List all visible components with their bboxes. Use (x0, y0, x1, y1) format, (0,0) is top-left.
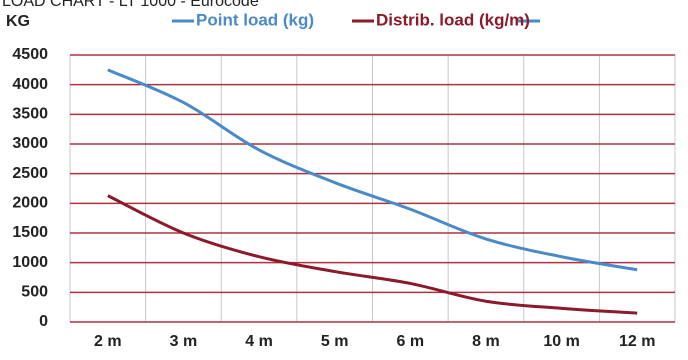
x-tick-label: 10 m (543, 333, 579, 350)
chart-title: LOAD CHART - LT 1000 - Eurocode (2, 0, 259, 10)
x-tick-label: 3 m (170, 333, 198, 350)
x-tick-label: 2 m (94, 333, 122, 350)
x-tick-label: 8 m (472, 333, 500, 350)
y-tick-label: 1000 (12, 254, 48, 271)
legend-label: Point load (kg) (196, 10, 314, 29)
y-tick-label: 4000 (12, 76, 48, 93)
x-tick-label: 12 m (619, 333, 655, 350)
y-tick-label: 2000 (12, 195, 48, 212)
y-tick-label: 1500 (12, 224, 48, 241)
y-tick-label: 3000 (12, 135, 48, 152)
y-tick-label: 2500 (12, 165, 48, 182)
x-tick-label: 5 m (321, 333, 349, 350)
y-axis-label: KG (6, 13, 30, 30)
series-line (107, 194, 638, 315)
y-tick-label: 3500 (12, 106, 48, 123)
y-tick-label: 500 (21, 284, 48, 301)
x-tick-label: 6 m (397, 333, 425, 350)
x-tick-label: 4 m (245, 333, 273, 350)
series-line (107, 68, 638, 272)
legend-label: Distrib. load (kg/m) (376, 10, 530, 29)
y-tick-label: 4500 (12, 46, 48, 63)
y-tick-label: 0 (39, 313, 48, 330)
